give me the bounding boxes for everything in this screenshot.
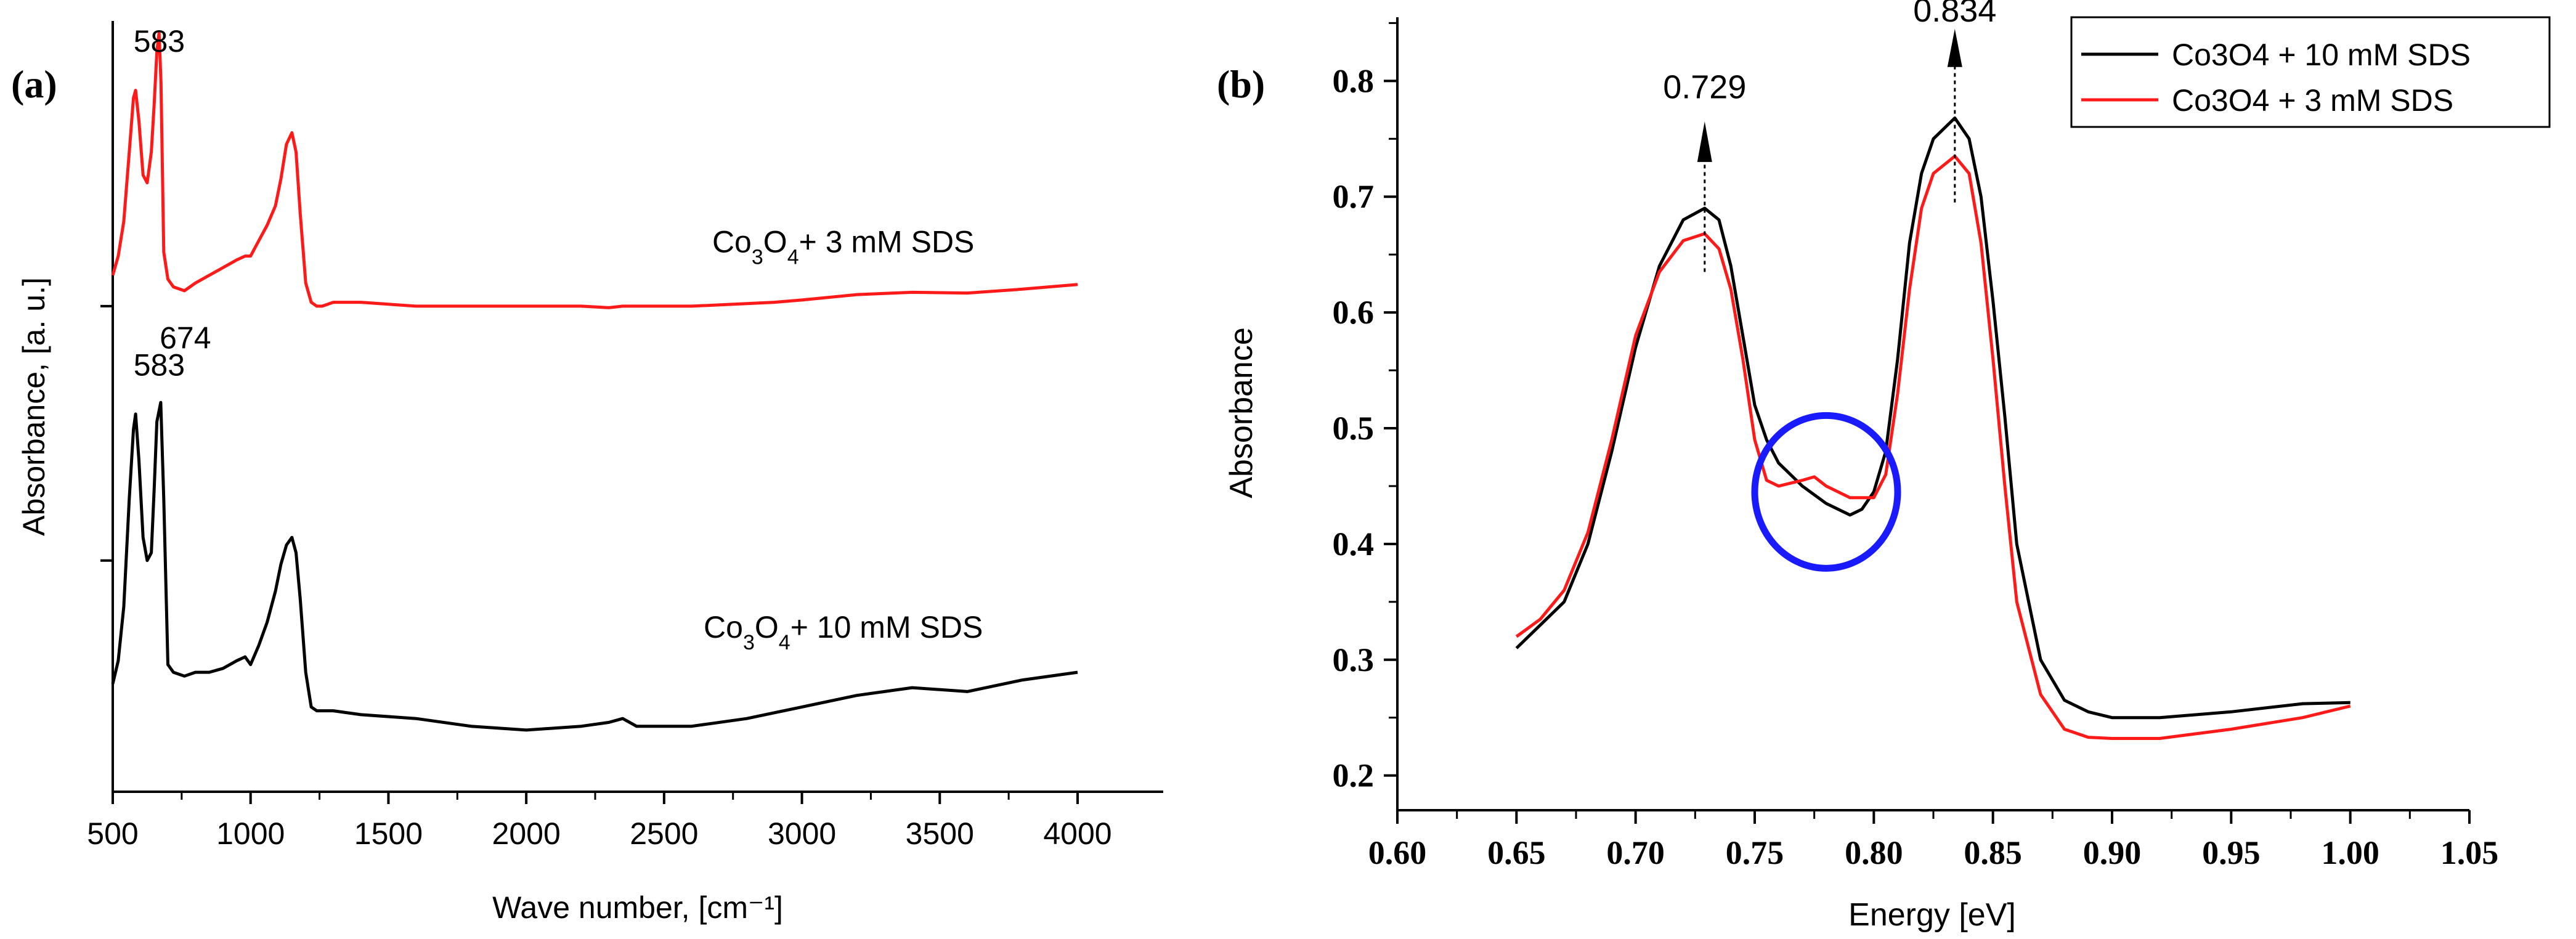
panel-a-series-line-3mm: [111, 31, 1078, 309]
panel-b-tick-labels: 0.60 0.65 0.70 0.75 0.80 0.85 0.90 0.95 1.00 1.05…: [1333, 62, 2499, 871]
panel-b-x-tick-label-0.75: 0.75: [1726, 834, 1784, 871]
panel-a-ftir-chart: (a) 500 1000 1500 2000 2500 3000 3500 4000 Wave…: [11, 0, 1163, 925]
highlight-circle: [1751, 412, 1901, 572]
panel-a-x-tick-label-500: 500: [87, 816, 138, 851]
legend-box: [2070, 16, 2551, 128]
panel-a-x-tick-label-2000: 2000: [492, 816, 561, 851]
panel-b-y-tick-label-0.2: 0.2: [1333, 757, 1375, 794]
panel-b-y-tick-label-0.5: 0.5: [1333, 410, 1375, 447]
peak-arrow-0834: [1947, 28, 1962, 67]
panel-b-label: (b): [1217, 62, 1265, 106]
panel-b-y-tick-label-0.6: 0.6: [1333, 294, 1375, 331]
panel-b-y-tick-label-0.3: 0.3: [1333, 641, 1375, 678]
panel-b-series-line-10mm: [1515, 116, 2350, 720]
panel-a-x-tick-label-1000: 1000: [216, 816, 285, 851]
peak-arrow-0729: [1697, 121, 1712, 162]
panel-a-series-labels: Co3O4+ 3 mM SDS Co3O4+ 10 mM SDS: [704, 224, 983, 654]
panel-a-x-tick-label-3000: 3000: [768, 816, 836, 851]
panel-a-peak-label-674: 674: [160, 321, 211, 356]
panel-b-x-tick-label-1.00: 1.00: [2321, 834, 2379, 871]
panel-b-x-tick-label-0.95: 0.95: [2202, 834, 2261, 871]
panel-b-x-tick-label-0.65: 0.65: [1487, 834, 1546, 871]
panel-b-x-tick-label-0.80: 0.80: [1845, 834, 1903, 871]
panel-b-y-axis-label: Absorbance: [1224, 327, 1259, 498]
panel-a-x-tick-label-1500: 1500: [354, 816, 423, 851]
panel-a-y-axis-label: Absorbance, [a. u.]: [17, 277, 51, 536]
panel-b-x-tick-label-0.70: 0.70: [1606, 834, 1665, 871]
panel-a-peak-label-583: 583: [134, 24, 185, 59]
panel-a-series-group: [111, 31, 1078, 732]
panel-a-series-label-10mm: Co3O4+ 10 mM SDS: [704, 610, 983, 654]
panel-a-x-tick-label-4000: 4000: [1043, 816, 1111, 851]
panel-a-tick-group: [100, 304, 1079, 804]
panel-b-series-line-3mm: [1515, 155, 2351, 740]
panel-b-absorbance-chart: (b) 0.60 0.65 0.70 0.75 0.80 0.85 0.90 0.95 1.00…: [1217, 0, 2551, 933]
peak-label-0729: 0.729: [1663, 69, 1746, 106]
panel-a-x-axis-label: Wave number, [cm⁻¹]: [492, 890, 783, 925]
panel-a-x-tick-label-2500: 2500: [630, 816, 698, 851]
legend-label-3mm: Co3O4 + 3 mM SDS: [2172, 83, 2453, 118]
panel-b-y-tick-label-0.7: 0.7: [1333, 178, 1375, 215]
panel-b-tick-group: [1384, 22, 2471, 824]
panel-a-peak-label-668: 668: [158, 0, 209, 4]
panel-a-series-line-10mm: [111, 400, 1078, 732]
panel-b-y-tick-label-0.8: 0.8: [1333, 62, 1375, 99]
panel-b-x-tick-label-1.05: 1.05: [2440, 834, 2499, 871]
panel-a-label: (a): [11, 62, 57, 106]
panel-a-tick-labels: 500 1000 1500 2000 2500 3000 3500 4000: [87, 816, 1111, 851]
panel-a-x-tick-label-3500: 3500: [906, 816, 974, 851]
panel-a-peak-label-583: 583: [134, 348, 185, 382]
panel-b-legend: Co3O4 + 10 mM SDS Co3O4 + 3 mM SDS: [2070, 16, 2551, 128]
legend-label-10mm: Co3O4 + 10 mM SDS: [2172, 38, 2471, 72]
panel-b-x-tick-label-0.85: 0.85: [1964, 834, 2022, 871]
panel-b-y-tick-label-0.4: 0.4: [1333, 526, 1375, 563]
panel-b-series-group: [1515, 116, 2351, 740]
panel-b-peak-annotations: 0.729 0.834: [1663, 0, 1996, 272]
peak-label-0834: 0.834: [1913, 0, 1996, 29]
panel-b-x-tick-label-0.60: 0.60: [1368, 834, 1427, 871]
panel-a-series-label-3mm: Co3O4+ 3 mM SDS: [712, 224, 974, 269]
panel-a-peak-labels: 583668583674: [134, 0, 211, 382]
panel-b-x-tick-label-0.90: 0.90: [2083, 834, 2142, 871]
panel-b-x-axis-label: Energy [eV]: [1848, 897, 2016, 933]
